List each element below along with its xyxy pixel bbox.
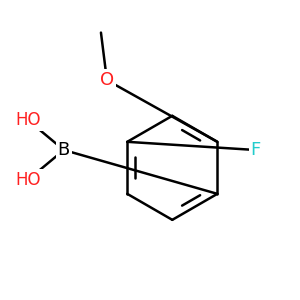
Text: F: F (250, 141, 261, 159)
Text: B: B (58, 141, 70, 159)
Text: O: O (100, 71, 114, 89)
Text: HO: HO (15, 171, 41, 189)
Text: HO: HO (15, 111, 41, 129)
